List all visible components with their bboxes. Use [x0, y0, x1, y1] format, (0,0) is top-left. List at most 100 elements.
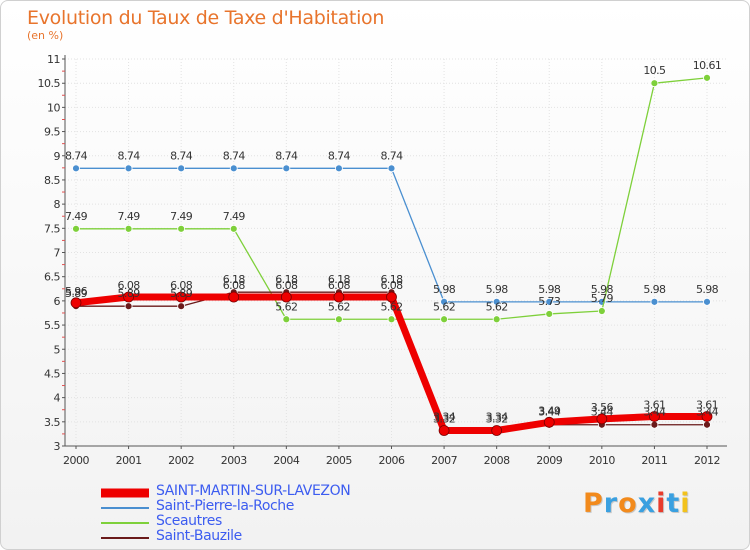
legend-label: Saint-Pierre-la-Roche: [156, 498, 294, 514]
data-label: 5.79: [591, 292, 614, 305]
data-label: 5.62: [328, 300, 350, 313]
data-point: [440, 297, 448, 306]
data-label: 8.74: [380, 149, 403, 162]
data-point: [596, 413, 608, 425]
data-label: 3.34: [433, 411, 456, 424]
y-tick-label: 8: [54, 198, 61, 211]
data-point: [175, 291, 187, 303]
data-point: [333, 291, 345, 303]
legend-label: Saint-Bauzile: [156, 528, 242, 544]
data-label: 5.89: [65, 287, 88, 300]
data-point: [492, 315, 501, 324]
data-point: [387, 315, 396, 324]
data-point: [650, 297, 659, 306]
data-label: 5.98: [591, 283, 614, 296]
data-label: 10.5: [643, 64, 666, 77]
data-label: 3.44: [538, 406, 561, 419]
data-point: [335, 164, 343, 173]
data-point: [72, 164, 80, 173]
data-label: 8.74: [223, 149, 246, 162]
y-tick-label: 7: [54, 247, 61, 260]
data-point: [440, 315, 448, 324]
data-point: [335, 315, 343, 324]
logo-letter: i: [680, 488, 691, 519]
y-tick-label: 6: [54, 295, 61, 308]
logo-letter: i: [656, 488, 667, 519]
data-label: 5.96: [65, 285, 88, 298]
data-label: 3.61: [643, 398, 665, 411]
data-point: [491, 425, 503, 436]
data-point: [177, 224, 186, 233]
data-label: 8.74: [275, 149, 298, 162]
data-point: [124, 224, 133, 233]
y-tick-label: 7.5: [44, 222, 60, 235]
y-tick-label: 9: [54, 150, 61, 163]
data-label: 7.49: [65, 210, 88, 223]
data-point: [70, 297, 82, 309]
chart-subtitle: (en %): [27, 29, 64, 42]
y-tick-label: 10: [47, 101, 60, 114]
x-tick-label: 2004: [273, 454, 299, 467]
data-label: 5.98: [538, 283, 561, 296]
data-point: [545, 297, 554, 306]
y-tick-label: 5: [54, 343, 61, 356]
data-label: 7.49: [170, 210, 193, 223]
data-label: 5.98: [486, 283, 509, 296]
proxiti-logo: Proxiti: [583, 488, 691, 519]
x-tick-label: 2008: [484, 454, 510, 467]
data-point: [492, 297, 501, 306]
x-tick-label: 2006: [379, 454, 405, 467]
data-label: 10.61: [693, 59, 722, 72]
data-point: [649, 411, 660, 422]
data-label: 3.49: [538, 404, 561, 417]
legend-swatch: [101, 522, 149, 524]
data-label: 6.18: [380, 273, 403, 286]
data-label: 5.62: [380, 300, 402, 313]
data-point: [124, 302, 133, 311]
data-label: 3.44: [643, 406, 666, 419]
logo-letter: o: [618, 488, 638, 519]
data-label: 5.98: [433, 283, 456, 296]
y-tick-label: 3.5: [44, 416, 60, 429]
data-label: 5.73: [538, 295, 561, 308]
y-tick-label: 11: [47, 53, 60, 66]
data-label: 5.62: [433, 300, 455, 313]
data-point: [282, 164, 291, 173]
legend-label: SAINT-MARTIN-SUR-LAVEZON: [156, 483, 351, 499]
logo-letter: P: [583, 488, 604, 519]
data-label: 5.62: [275, 300, 297, 313]
data-label: 6.08: [223, 279, 246, 292]
data-label: 7.49: [223, 210, 246, 223]
data-label: 6.08: [275, 279, 298, 292]
data-label: 6.18: [275, 273, 298, 286]
data-point: [229, 164, 238, 173]
x-tick-label: 2009: [536, 454, 562, 467]
data-point: [280, 291, 292, 303]
chart-title: Evolution du Taux de Taxe d'Habitation: [27, 7, 385, 29]
data-label: 6.18: [328, 273, 351, 286]
x-tick-label: 2012: [694, 454, 720, 467]
x-tick-label: 2001: [116, 454, 142, 467]
y-tick-label: 6.5: [44, 271, 60, 284]
x-tick-label: 2000: [63, 454, 89, 467]
y-tick-label: 5.5: [44, 319, 60, 332]
data-point: [228, 291, 240, 303]
x-tick-label: 2011: [641, 454, 667, 467]
y-tick-label: 3: [54, 440, 61, 453]
data-point: [177, 164, 186, 173]
x-tick-label: 2007: [431, 454, 457, 467]
legend-swatch: [101, 537, 149, 539]
data-label: 6.08: [170, 279, 193, 292]
data-point: [124, 164, 133, 173]
y-tick-label: 8.5: [44, 174, 60, 187]
data-label: 3.44: [696, 406, 719, 419]
data-point: [387, 164, 396, 173]
data-label: 5.62: [486, 300, 508, 313]
data-point: [438, 425, 450, 436]
data-label: 6.08: [328, 279, 351, 292]
data-label: 5.98: [696, 283, 719, 296]
data-label: 5.98: [643, 283, 666, 296]
data-label: 6.08: [118, 279, 141, 292]
